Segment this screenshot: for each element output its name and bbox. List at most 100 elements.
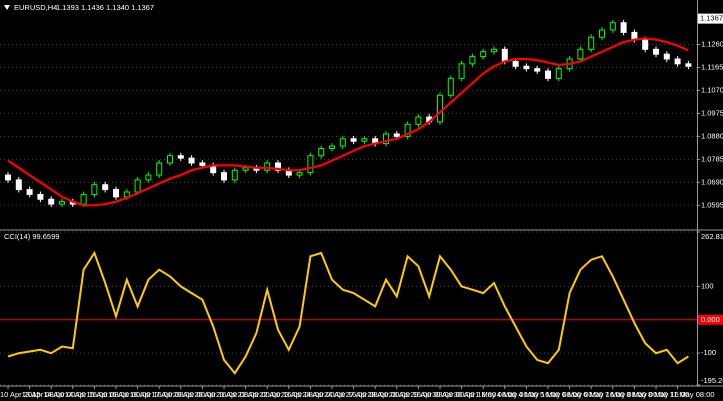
- candle-body: [393, 133, 400, 137]
- candle-body: [5, 174, 11, 181]
- candle-body: [523, 65, 530, 70]
- x-tick-label: 22 Apr 00:00: [238, 390, 281, 399]
- x-tick-label: 8 May 00:00: [626, 390, 667, 399]
- x-tick-label: 16 Apr 16:00: [130, 390, 173, 399]
- x-tick-label: 30 Apr 00:00: [432, 390, 475, 399]
- y-tick-label: 1.1070: [701, 85, 723, 94]
- candle-body: [275, 162, 281, 171]
- x-tick-label: 1 May 08:00: [475, 390, 516, 399]
- candle-body: [15, 179, 22, 191]
- symbol-icon: [4, 5, 10, 10]
- candle-body: [545, 70, 551, 79]
- y-tick-label: 1.0690: [701, 177, 723, 186]
- candle-body: [609, 22, 616, 31]
- candle-body: [480, 51, 487, 58]
- candle-body: [113, 189, 119, 198]
- candle-body: [231, 169, 238, 181]
- candle-body: [415, 116, 422, 125]
- x-tick-label: 28 Apr 16:00: [389, 390, 432, 399]
- indicator-title: CCI(14) 99.6599: [4, 232, 59, 241]
- y-tick-label: -100: [701, 348, 716, 357]
- y-tick-label: 1.1260: [701, 39, 723, 48]
- candle-body: [469, 56, 476, 65]
- x-tick-label: 11 May 08:00: [670, 390, 715, 399]
- y-tick-label: 0.000: [701, 315, 720, 324]
- candle-body: [577, 48, 584, 60]
- moving-average: [7, 37, 689, 207]
- x-tick-label: 28 Apr 00:00: [367, 390, 410, 399]
- candle-body: [177, 155, 184, 159]
- candle-body: [642, 39, 649, 50]
- candle-body: [555, 68, 562, 79]
- candle-body: [339, 138, 346, 147]
- candle-body: [296, 172, 303, 176]
- candle-body: [91, 184, 98, 195]
- candle-body: [37, 193, 44, 200]
- candle-body: [361, 138, 368, 142]
- candle-body: [350, 138, 357, 142]
- candle-body: [167, 155, 173, 164]
- x-tick-label: 23 Apr 08:00: [281, 390, 324, 399]
- chart-title: EURUSD,H4: [14, 3, 57, 12]
- x-tick-label: 22 Apr 16:00: [259, 390, 302, 399]
- candle-body: [491, 48, 497, 53]
- x-tick-label: 24 Apr 00:00: [302, 390, 345, 399]
- candle-body: [199, 162, 206, 166]
- candle-body: [404, 123, 411, 137]
- candle-body: [620, 22, 627, 33]
- candle-body: [134, 179, 141, 193]
- price-label-box: [698, 13, 723, 24]
- x-tick-label: 6 May 16:00: [583, 390, 624, 399]
- x-tick-label: 17 Apr 08:00: [151, 390, 194, 399]
- x-tick-label: 30 Apr 16:00: [454, 390, 497, 399]
- candle-body: [329, 145, 335, 149]
- y-tick-label: 1.0975: [701, 108, 723, 117]
- candle-body: [59, 201, 65, 205]
- x-tick-label: 8 May 16:00: [648, 390, 689, 399]
- candle-body: [534, 68, 541, 72]
- candle-body: [653, 48, 659, 55]
- candle-body: [458, 63, 465, 79]
- candle-body: [221, 172, 227, 181]
- candle-body: [501, 48, 508, 62]
- x-tick-label: 29 Apr 08:00: [410, 390, 453, 399]
- x-tick-label: 10 Apr 2015: [0, 390, 40, 399]
- candle-body: [102, 184, 109, 191]
- candle-body: [437, 94, 443, 123]
- x-tick-label: 20 Apr 16:00: [194, 390, 237, 399]
- level-label-box: [698, 314, 723, 325]
- candle-body: [26, 189, 33, 195]
- x-tick-label: 7 May 08:00: [605, 390, 646, 399]
- candle-body: [145, 174, 152, 181]
- y-tick-label: 1.0595: [701, 200, 723, 209]
- y-tick-label: 1.1165: [701, 62, 723, 71]
- candle-body: [447, 77, 454, 96]
- x-tick-label: 20 Apr 00:00: [173, 390, 216, 399]
- candle-body: [512, 60, 519, 67]
- x-tick-label: 14 Apr 00:00: [43, 390, 86, 399]
- candle-body: [242, 167, 249, 171]
- candle-body: [663, 53, 670, 60]
- candle-body: [48, 198, 55, 205]
- candle-body: [156, 162, 163, 176]
- chart-subtitle: 1.1393 1.1436 1.1340 1.1367: [56, 3, 154, 12]
- candle-body: [599, 29, 605, 38]
- x-tick-label: 4 May 00:00: [497, 390, 538, 399]
- x-tick-label: 16 Apr 00:00: [108, 390, 151, 399]
- x-tick-label: 15 Apr 08:00: [86, 390, 129, 399]
- candle-body: [588, 36, 595, 50]
- x-tick-label: 13 Apr 08:00: [22, 390, 65, 399]
- candle-body: [685, 63, 692, 67]
- y-tick-label: -195.289: [701, 376, 723, 385]
- price-label: 1.1367: [700, 14, 723, 23]
- plot: 1.1260 1.1165 1.1070 1.0975 1.0880 1.0785 1.06…: [0, 14, 723, 399]
- x-tick-label: 24 Apr 16:00: [324, 390, 367, 399]
- y-tick-label: 1.0880: [701, 131, 723, 140]
- candle-body: [674, 58, 681, 65]
- candle-body: [80, 193, 87, 205]
- x-tick-label: 27 Apr 08:00: [346, 390, 389, 399]
- y-tick-label: 262.811: [701, 232, 723, 241]
- candle-body: [307, 155, 314, 174]
- candle-body: [318, 147, 325, 157]
